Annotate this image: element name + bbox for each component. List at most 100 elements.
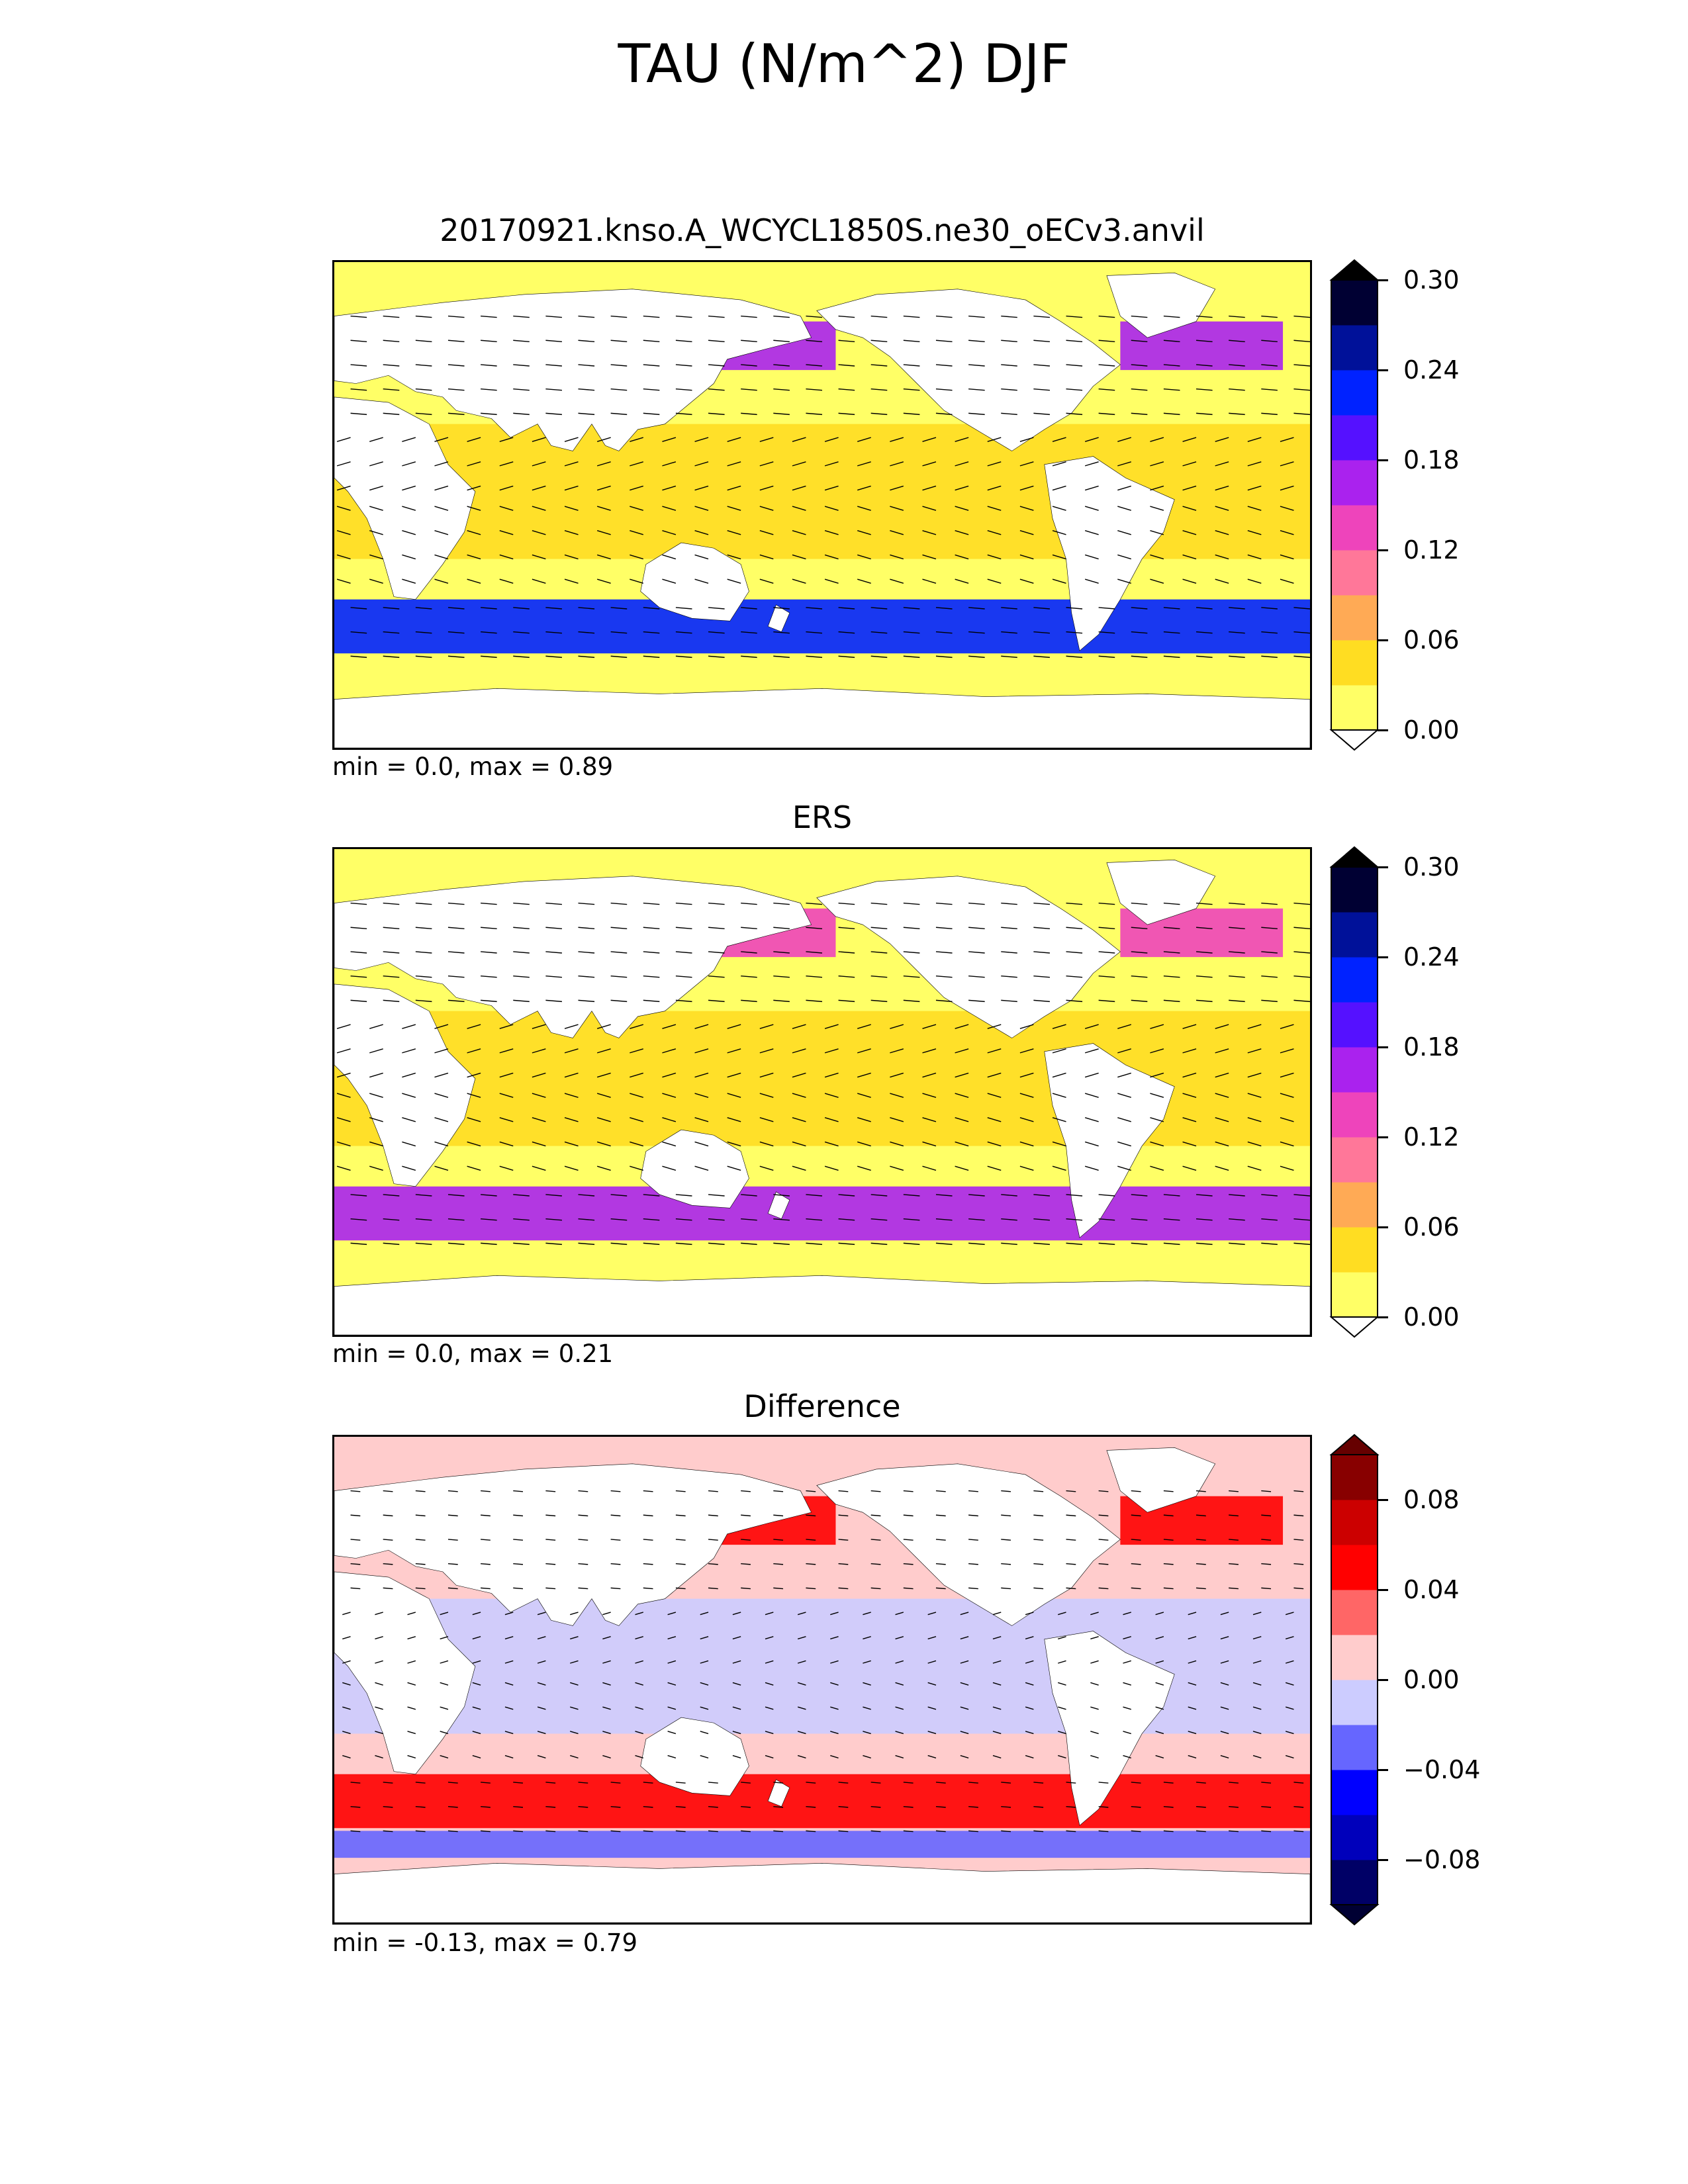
colorbar-tick-mark xyxy=(1378,549,1388,551)
colorbar-tick-label: 0.08 xyxy=(1403,1485,1460,1514)
colorbar-swatch xyxy=(1331,912,1378,958)
colorbar-swatch xyxy=(1331,1590,1378,1635)
landmass-greenland xyxy=(1107,860,1215,925)
landmass-namerica xyxy=(817,876,1121,1038)
colorbar-swatch xyxy=(1331,1680,1378,1725)
colorbar-extend-high xyxy=(1329,846,1380,868)
landmass-australia xyxy=(641,1130,749,1208)
colorbar-swatch xyxy=(1331,1455,1378,1500)
colorbar-tick-label: 0.30 xyxy=(1403,265,1460,295)
colorbar-tick-mark xyxy=(1378,1769,1388,1771)
wind-vectors xyxy=(336,315,1310,659)
wind-vectors xyxy=(336,902,1310,1246)
landmass-australia xyxy=(641,1717,749,1796)
colorbar-tick-label: 0.12 xyxy=(1403,535,1460,565)
colorbar-tick-mark xyxy=(1378,729,1388,731)
colorbar-swatch xyxy=(1331,685,1378,731)
landmass-nz xyxy=(768,1780,790,1807)
colorbar-tick-mark xyxy=(1378,639,1388,641)
colorbar-tick-mark xyxy=(1378,279,1388,281)
colorbar-tick-mark xyxy=(1378,1226,1388,1228)
colorbar-tick-mark xyxy=(1378,1499,1388,1501)
colorbar-extend-high xyxy=(1329,1433,1380,1455)
colorbar-tick-label: 0.06 xyxy=(1403,1212,1460,1242)
colorbar-tick-mark xyxy=(1378,369,1388,371)
map-svg-model xyxy=(334,262,1310,748)
map-diff xyxy=(332,1435,1312,1925)
colorbar-swatch xyxy=(1331,1725,1378,1770)
colorbar-swatch xyxy=(1331,1182,1378,1228)
colorbar-tick-label: 0.24 xyxy=(1403,355,1460,385)
map-svg-obs xyxy=(334,849,1310,1335)
colorbar-tick-label: −0.08 xyxy=(1403,1845,1481,1874)
minmax-diff: min = -0.13, max = 0.79 xyxy=(332,1929,638,1957)
colorbar-tick-label: 0.12 xyxy=(1403,1122,1460,1152)
colorbar-tick-mark xyxy=(1378,956,1388,958)
colorbar-tick-label: 0.18 xyxy=(1403,445,1460,475)
colorbar-swatch xyxy=(1331,280,1378,326)
colorbar-tick-mark xyxy=(1378,866,1388,868)
colorbar-frame xyxy=(1331,279,1378,731)
colorbar-swatch xyxy=(1331,1500,1378,1545)
colorbar-tick-label: 0.00 xyxy=(1403,715,1460,745)
colorbar-extend-high xyxy=(1329,259,1380,281)
landmass-nz xyxy=(768,1192,790,1219)
colorbar-svg-obs xyxy=(1329,846,1380,1338)
colorbar-swatch xyxy=(1331,1137,1378,1183)
colorbar-swatch xyxy=(1331,505,1378,551)
landmass-antarctica xyxy=(334,1863,1310,1923)
colorbar-swatch xyxy=(1331,1047,1378,1093)
landmass-samerica xyxy=(1045,1631,1175,1826)
landmass-namerica xyxy=(817,289,1121,451)
colorbar-swatch xyxy=(1331,595,1378,641)
colorbar-tick-label: 0.00 xyxy=(1403,1665,1460,1694)
colorbar-tick-label: −0.04 xyxy=(1403,1755,1481,1784)
map-obs xyxy=(332,847,1312,1337)
colorbar-tick-mark xyxy=(1378,1859,1388,1861)
colorbar-obs xyxy=(1329,846,1380,1338)
landmass-africa xyxy=(334,397,475,600)
colorbar-tick-mark xyxy=(1378,1136,1388,1138)
field-band-subpolar-south xyxy=(334,1831,1310,1858)
colorbar-tick-label: 0.04 xyxy=(1403,1575,1460,1604)
wind-vectors xyxy=(342,1490,1304,1833)
panel-title-model: 20170921.knso.A_WCYCL1850S.ne30_oECv3.an… xyxy=(440,212,1205,248)
colorbar-swatch xyxy=(1331,867,1378,913)
map-model xyxy=(332,260,1312,750)
landmass-australia xyxy=(641,543,749,621)
landmass-namerica xyxy=(817,1464,1121,1626)
colorbar-swatch xyxy=(1331,1227,1378,1273)
map-svg-diff xyxy=(334,1437,1310,1923)
colorbar-swatch xyxy=(1331,550,1378,596)
landmass-eurasia xyxy=(334,289,812,451)
field-band-tropics xyxy=(334,424,1310,559)
field-band-southern-ocean xyxy=(334,1774,1310,1829)
field-band-tropics xyxy=(334,1011,1310,1146)
colorbar-tick-mark xyxy=(1378,459,1388,461)
field-band-tropics xyxy=(334,1598,1310,1734)
landmass-greenland xyxy=(1107,273,1215,338)
figure-title: TAU (N/m^2) DJF xyxy=(618,33,1070,95)
minmax-model: min = 0.0, max = 0.89 xyxy=(332,752,614,781)
colorbar-svg-diff xyxy=(1329,1433,1380,1926)
landmass-greenland xyxy=(1107,1447,1215,1512)
colorbar-swatch xyxy=(1331,1635,1378,1680)
landmass-eurasia xyxy=(334,876,812,1038)
landmass-antarctica xyxy=(334,1275,1310,1335)
colorbar-tick-label: 0.06 xyxy=(1403,625,1460,655)
landmass-eurasia xyxy=(334,1464,812,1626)
colorbar-tick-label: 0.00 xyxy=(1403,1302,1460,1332)
colorbar-swatch xyxy=(1331,1815,1378,1860)
colorbar-tick-label: 0.30 xyxy=(1403,852,1460,882)
colorbar-svg-model xyxy=(1329,259,1380,751)
colorbar-diff xyxy=(1329,1433,1380,1926)
landmass-antarctica xyxy=(334,688,1310,748)
colorbar-swatch xyxy=(1331,957,1378,1003)
colorbar-swatch xyxy=(1331,370,1378,416)
colorbar-swatch xyxy=(1331,1860,1378,1905)
colorbar-extend-low xyxy=(1329,1316,1380,1338)
colorbar-tick-mark xyxy=(1378,1316,1388,1318)
colorbar-tick-mark xyxy=(1378,1589,1388,1591)
colorbar-swatch xyxy=(1331,460,1378,506)
minmax-obs: min = 0.0, max = 0.21 xyxy=(332,1340,614,1368)
